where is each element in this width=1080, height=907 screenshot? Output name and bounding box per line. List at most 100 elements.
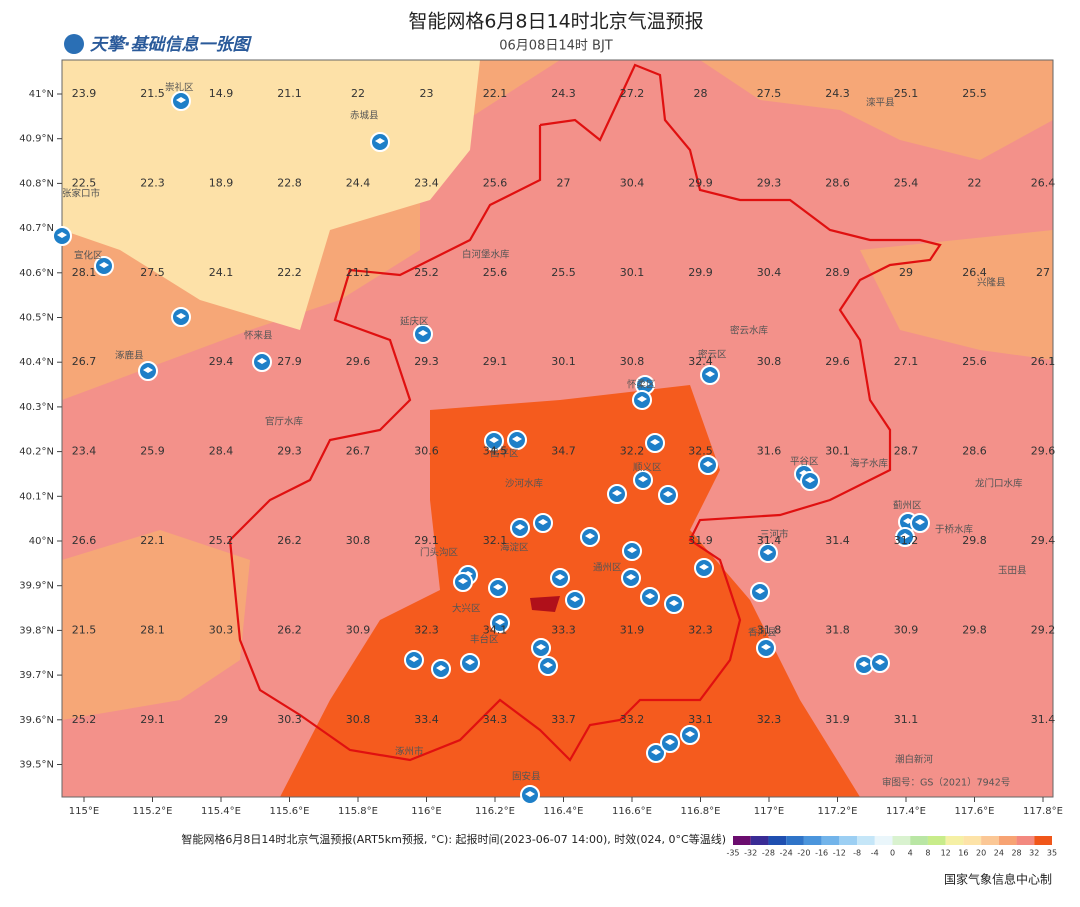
station-cap bbox=[257, 358, 267, 364]
temperature-value: 30.3 bbox=[277, 713, 302, 726]
caption: 智能网格6月8日14时北京气温预报(ART5km预报, °C): 起报时间(20… bbox=[181, 832, 726, 846]
place-label: 丰台区 bbox=[470, 634, 499, 646]
hottest-zone bbox=[530, 596, 560, 612]
place-label: 兴隆县 bbox=[977, 277, 1006, 289]
temperature-value: 22.8 bbox=[277, 176, 302, 189]
lat-tick-label: 39.7°N bbox=[19, 670, 54, 681]
place-label: 怀来县 bbox=[244, 330, 273, 342]
temperature-value: 31.2 bbox=[894, 534, 919, 547]
temperature-value: 21.5 bbox=[72, 623, 97, 636]
temperature-value: 28.7 bbox=[894, 445, 919, 458]
temperature-value: 29.8 bbox=[962, 534, 987, 547]
temperature-value: 24.3 bbox=[551, 87, 576, 100]
temperature-value: 22.3 bbox=[140, 176, 165, 189]
temperature-value: 33.3 bbox=[551, 623, 576, 636]
colorbar-segment bbox=[839, 836, 858, 845]
place-label: 赤城县 bbox=[350, 111, 379, 122]
place-label: 顺义区 bbox=[633, 463, 662, 474]
lat-tick-label: 40.7°N bbox=[19, 223, 54, 234]
temperature-value: 31.6 bbox=[757, 445, 782, 458]
colorbar-label: -20 bbox=[797, 849, 810, 858]
station-cap bbox=[495, 619, 505, 625]
place-label: 审图号：GS（2021）7942号 bbox=[882, 777, 1010, 789]
temperature-value: 29.9 bbox=[688, 176, 713, 189]
place-label: 怀柔区 bbox=[627, 379, 656, 391]
temperature-value: 29 bbox=[214, 713, 228, 726]
temperature-value: 23.9 bbox=[72, 87, 97, 100]
temperature-value: 32.3 bbox=[757, 713, 782, 726]
temperature-value: 30.4 bbox=[620, 176, 645, 189]
temperature-value: 34.3 bbox=[483, 713, 508, 726]
station-cap bbox=[663, 491, 673, 497]
place-label: 密云区 bbox=[698, 349, 727, 361]
temperature-value: 28.1 bbox=[140, 623, 165, 636]
station-cap bbox=[755, 588, 765, 594]
temperature-value: 29.1 bbox=[140, 713, 165, 726]
temperature-value: 27.5 bbox=[140, 266, 165, 279]
station-cap bbox=[627, 547, 637, 553]
temperature-value: 22.1 bbox=[483, 87, 508, 100]
station-cap bbox=[805, 477, 815, 483]
temperature-value: 27.2 bbox=[620, 87, 645, 100]
colorbar-segment bbox=[857, 836, 875, 845]
place-label: 崇礼区 bbox=[165, 82, 194, 94]
lon-tick-label: 115.4°E bbox=[201, 806, 241, 817]
station-cap bbox=[685, 731, 695, 737]
temperature-value: 25.6 bbox=[962, 355, 987, 368]
temperature-value: 29.3 bbox=[277, 445, 302, 458]
station-cap bbox=[859, 661, 869, 667]
temperature-value: 29.3 bbox=[757, 176, 782, 189]
temperature-value: 26.2 bbox=[277, 623, 302, 636]
lon-tick-label: 115°E bbox=[69, 806, 99, 817]
temperature-value: 32.3 bbox=[414, 623, 439, 636]
station-cap bbox=[409, 656, 419, 662]
place-label: 沙河水库 bbox=[505, 478, 544, 490]
station-cap bbox=[418, 330, 428, 336]
temperature-value: 14.9 bbox=[209, 87, 234, 100]
temperature-value: 25.4 bbox=[894, 176, 919, 189]
station-cap bbox=[637, 396, 647, 402]
temperature-value: 30.9 bbox=[894, 623, 919, 636]
place-label: 宣化区 bbox=[74, 250, 103, 262]
lon-tick-label: 115.8°E bbox=[338, 806, 378, 817]
temperature-value: 28.6 bbox=[825, 176, 850, 189]
temperature-value: 22 bbox=[351, 87, 365, 100]
temperature-value: 30.8 bbox=[346, 713, 371, 726]
colorbar-segment bbox=[963, 836, 982, 845]
colorbar-segment bbox=[945, 836, 964, 845]
station-cap bbox=[536, 644, 546, 650]
lat-tick-label: 40.4°N bbox=[19, 357, 54, 368]
station-cap bbox=[512, 436, 522, 442]
temperature-value: 33.7 bbox=[551, 713, 576, 726]
temperature-value: 22.1 bbox=[140, 534, 165, 547]
lat-tick-label: 40.5°N bbox=[19, 313, 54, 324]
station-cap bbox=[612, 490, 622, 496]
station-cap bbox=[705, 371, 715, 377]
lat-tick-label: 40.2°N bbox=[19, 447, 54, 458]
station-cap bbox=[538, 519, 548, 525]
station-cap bbox=[436, 665, 446, 671]
colorbar-label: -12 bbox=[833, 849, 846, 858]
temperature-value: 29.6 bbox=[825, 355, 850, 368]
temperature-value: 28.4 bbox=[209, 445, 234, 458]
credit: 国家气象信息中心制 bbox=[944, 872, 1052, 887]
place-label: 通州区 bbox=[593, 563, 622, 574]
station-cap bbox=[900, 533, 910, 539]
place-label: 蓟州区 bbox=[893, 500, 922, 512]
temperature-value: 22.2 bbox=[277, 266, 302, 279]
place-label: 延庆区 bbox=[400, 316, 429, 328]
temperature-value: 29.8 bbox=[962, 623, 987, 636]
colorbar-segment bbox=[874, 836, 893, 845]
colorbar-label: 16 bbox=[958, 849, 968, 858]
temperature-value: 28 bbox=[694, 87, 708, 100]
station-cap bbox=[99, 262, 109, 268]
temperature-value: 27 bbox=[557, 176, 571, 189]
place-label: 涿州市 bbox=[395, 746, 424, 758]
temperature-value: 21.1 bbox=[277, 87, 302, 100]
station-cap bbox=[626, 574, 636, 580]
station-cap bbox=[665, 739, 675, 745]
lon-tick-label: 117.8°E bbox=[1023, 806, 1063, 817]
temperature-value: 32.5 bbox=[688, 445, 713, 458]
place-label: 平谷区 bbox=[790, 457, 819, 468]
station-cap bbox=[543, 662, 553, 668]
